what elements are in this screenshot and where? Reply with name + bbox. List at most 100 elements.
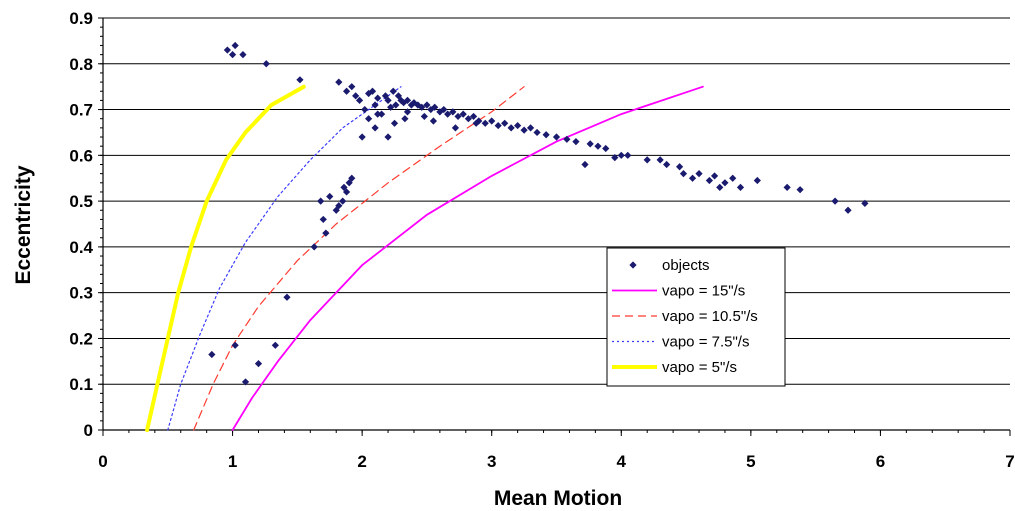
scatter-point — [208, 350, 216, 359]
scatter-point — [721, 179, 729, 187]
scatter-point — [348, 174, 356, 182]
scatter-point — [339, 197, 347, 205]
scatter-point — [296, 76, 304, 84]
scatter-point — [663, 160, 671, 169]
scatter-point — [469, 112, 478, 121]
legend-item: vapo = 5"/s — [612, 359, 737, 376]
scatter-point — [533, 128, 541, 137]
y-tick-label: 0.2 — [69, 329, 93, 348]
scatter-point — [429, 117, 438, 125]
scatter-point — [322, 229, 330, 237]
scatter-point — [440, 105, 448, 114]
scatter-point — [705, 176, 713, 185]
y-tick-label: 0.7 — [69, 101, 93, 120]
scatter-point — [352, 92, 360, 100]
scatter-point — [241, 378, 250, 386]
scatter-points — [208, 41, 869, 386]
scatter-point — [617, 151, 625, 159]
scatter-point — [401, 115, 409, 123]
scatter-point — [449, 108, 457, 116]
legend-marker — [629, 261, 637, 269]
legend-label: vapo = 7.5"/s — [662, 334, 749, 351]
scatter-point — [507, 124, 515, 132]
scatter-point — [365, 115, 373, 123]
scatter-point — [390, 119, 399, 127]
scatter-point — [451, 124, 460, 132]
scatter-point — [581, 160, 589, 169]
scatter-point — [371, 101, 379, 109]
y-tick-label: 0.1 — [69, 375, 93, 394]
scatter-point — [586, 140, 594, 148]
y-tick-label: 0.6 — [69, 146, 93, 165]
scatter-point — [594, 142, 602, 150]
scatter-point — [695, 170, 703, 178]
scatter-point — [348, 83, 356, 91]
scatter-point — [688, 174, 697, 182]
scatter-point — [459, 110, 467, 118]
scatter-point — [384, 96, 392, 104]
series-line — [193, 86, 525, 431]
scatter-point — [342, 87, 351, 95]
scatter-point — [563, 135, 571, 143]
scatter-point — [526, 124, 535, 132]
scatter-point — [335, 78, 343, 86]
series-lines — [145, 84, 704, 432]
scatter-point — [624, 151, 632, 159]
legend-label: vapo = 10.5"/s — [662, 308, 758, 325]
x-axis-title: Mean Motion — [494, 487, 622, 510]
scatter-point — [403, 108, 412, 116]
scatter-point — [431, 103, 439, 111]
scatter-point — [464, 115, 472, 123]
scatter-point — [679, 170, 688, 178]
scatter-point — [481, 119, 489, 127]
x-tick-label: 7 — [1005, 452, 1014, 471]
legend-label: vapo = 15"/s — [662, 283, 745, 300]
scatter-point — [231, 41, 239, 50]
scatter-point — [392, 101, 400, 109]
scatter-point — [317, 197, 325, 205]
legend-label: vapo = 5"/s — [662, 359, 737, 376]
scatter-point — [335, 202, 343, 210]
legend-label: objects — [662, 257, 710, 274]
legend-box — [606, 247, 786, 387]
series-line — [231, 85, 704, 431]
scatter-point — [796, 186, 804, 194]
scatter-point — [231, 341, 239, 349]
y-axis-title: Eccentricity — [12, 165, 35, 284]
scatter-point — [444, 110, 452, 118]
scatter-point — [552, 133, 561, 141]
scatter-point — [326, 192, 334, 201]
legend-item: vapo = 10.5"/s — [612, 308, 758, 325]
scatter-point — [418, 103, 426, 111]
scatter-point — [488, 117, 496, 125]
scatter-point — [319, 215, 327, 224]
y-tick-label: 0.8 — [69, 55, 93, 74]
legend-item: vapo = 7.5"/s — [612, 334, 749, 351]
scatter-point — [427, 105, 435, 114]
scatter-point — [716, 183, 724, 191]
scatter-point — [342, 188, 351, 196]
scatter-point — [783, 183, 791, 191]
scatter-point — [710, 172, 719, 180]
x-tick-labels: 0 1 2 3 4 5 6 7 — [98, 452, 1014, 471]
scatter-point — [374, 110, 382, 118]
scatter-point — [361, 105, 369, 114]
series-line — [145, 84, 306, 432]
x-tick-label: 1 — [228, 452, 237, 471]
y-tick-label: 0 — [84, 421, 93, 440]
scatter-point — [861, 199, 869, 207]
scatter-point — [729, 174, 737, 182]
series-line — [167, 86, 402, 431]
scatter-point — [254, 360, 263, 368]
scatter-point — [611, 154, 619, 162]
scatter-point — [355, 96, 364, 104]
scatter-point — [377, 110, 386, 118]
scatter-point — [384, 133, 392, 141]
scatter-point — [494, 121, 502, 130]
x-tick-label: 4 — [617, 452, 627, 471]
scatter-point — [389, 87, 397, 95]
scatter-point — [844, 206, 852, 214]
scatter-point — [223, 46, 231, 54]
scatter-point — [403, 96, 412, 104]
